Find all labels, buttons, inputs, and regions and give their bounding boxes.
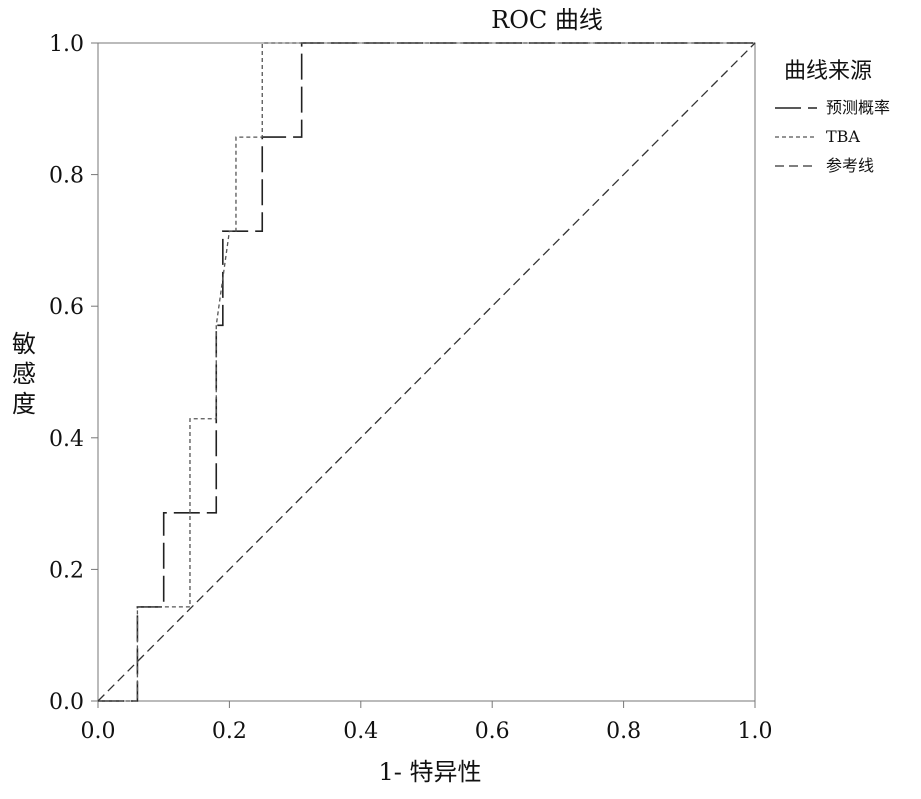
y-tick-label: 1.0 [49,32,84,57]
y-axis-title: 敏感度 [12,330,36,418]
series-line [97,42,756,702]
x-tick-label: 1.0 [738,719,773,744]
series-line [98,42,755,702]
x-tick-label: 0.4 [343,719,378,744]
legend-label: 参考线 [826,156,874,175]
legend-label: TBA [826,127,860,146]
x-tick-label: 0.0 [81,719,116,744]
y-tick-label: 0.6 [49,295,84,320]
series-layer [97,42,756,702]
x-tick-label: 0.8 [606,719,641,744]
y-axis-title-char: 感 [12,360,36,388]
series-line [98,42,755,702]
legend-title: 曲线来源 [784,59,872,84]
y-axis-ticks: 0.0 0.2 0.4 0.6 0.8 1.0 [49,32,98,715]
y-tick-label: 0.4 [49,427,84,452]
x-axis-title: 1- 特异性 [378,758,481,786]
y-tick-label: 0.8 [49,164,84,189]
x-tick-label: 0.6 [475,719,510,744]
y-tick-label: 0.2 [49,558,84,583]
y-tick-label: 0.0 [49,690,84,715]
x-axis-ticks: 0.0 0.2 0.4 0.6 0.8 1.0 [81,701,773,744]
legend-label: 预测概率 [826,98,890,117]
y-axis-title-char: 敏 [12,330,36,358]
x-tick-label: 0.2 [212,719,247,744]
chart-title: ROC 曲线 [491,6,603,34]
y-axis-title-char: 度 [12,390,36,418]
legend: 曲线来源 预测概率 TBA 参考线 [775,59,890,175]
